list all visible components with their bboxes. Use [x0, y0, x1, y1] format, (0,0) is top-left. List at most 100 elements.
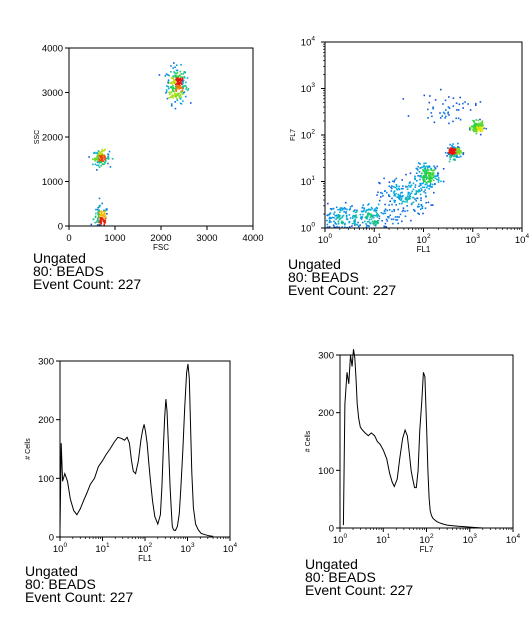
- event-dot: [442, 180, 445, 183]
- y-tick-exponent: 2: [311, 129, 315, 136]
- event-dot: [477, 125, 480, 127]
- event-dot: [97, 155, 99, 157]
- event-dot: [434, 183, 436, 185]
- event-dot: [98, 166, 101, 168]
- event-dot: [182, 85, 184, 87]
- event-dot: [419, 163, 421, 165]
- event-dot: [421, 166, 424, 168]
- event-dot: [452, 97, 455, 99]
- event-dot: [418, 205, 420, 208]
- event-dot: [419, 190, 421, 192]
- event-dot: [378, 199, 381, 202]
- event-dot: [425, 201, 427, 204]
- event-dot: [179, 85, 181, 87]
- event-dot: [412, 208, 415, 211]
- event-dot: [453, 155, 455, 158]
- event-dot: [367, 204, 369, 206]
- event-dot: [421, 176, 423, 179]
- event-dot: [456, 150, 459, 153]
- event-dot: [417, 190, 420, 192]
- event-dot: [330, 221, 332, 223]
- event-dot: [388, 194, 390, 196]
- caption-sample: 80: BEADS: [305, 569, 376, 585]
- event-dot: [400, 198, 403, 200]
- event-dot: [423, 164, 425, 167]
- event-dot: [452, 143, 454, 145]
- event-dot: [444, 117, 446, 119]
- event-dot: [401, 210, 404, 213]
- event-dot: [372, 222, 374, 225]
- event-dot: [453, 146, 455, 149]
- event-dot: [420, 167, 422, 169]
- event-dot: [178, 87, 181, 89]
- event-dot: [367, 212, 370, 214]
- event-dot: [476, 130, 479, 132]
- event-dot: [103, 161, 106, 163]
- event-dot: [479, 130, 482, 132]
- event-dot: [101, 152, 103, 155]
- event-dot: [343, 211, 346, 213]
- event-dot: [336, 225, 338, 228]
- event-dot: [415, 192, 417, 195]
- event-dot: [457, 150, 460, 152]
- event-dot: [424, 171, 427, 173]
- event-dot: [326, 219, 328, 222]
- event-dot: [405, 186, 407, 188]
- event-dot: [429, 181, 431, 183]
- event-dot: [326, 223, 329, 226]
- event-dot: [432, 107, 434, 110]
- y-tick-label: 100: [38, 474, 54, 485]
- event-dot: [99, 160, 101, 162]
- event-dot: [391, 210, 393, 213]
- event-dot: [177, 83, 179, 86]
- event-dot: [425, 174, 428, 177]
- event-dot: [428, 101, 431, 104]
- event-dot: [428, 172, 431, 175]
- event-dot: [382, 195, 384, 197]
- event-dot: [434, 177, 437, 179]
- x-tick-exponent: 1: [106, 542, 110, 549]
- event-dot: [101, 160, 104, 163]
- event-dot: [447, 147, 449, 149]
- event-dot: [479, 133, 482, 136]
- event-dot: [173, 82, 175, 84]
- event-dot: [98, 223, 101, 226]
- event-dot: [171, 77, 173, 79]
- caption-gate: Ungated: [288, 256, 341, 272]
- event-dot: [341, 222, 343, 225]
- event-dot: [424, 172, 427, 174]
- event-dot: [388, 185, 391, 188]
- event-dot: [339, 211, 341, 213]
- event-dot: [420, 175, 423, 177]
- event-dot: [184, 95, 187, 98]
- event-dot: [394, 199, 396, 202]
- event-dot: [442, 111, 445, 114]
- event-dot: [99, 217, 102, 219]
- event-dot: [402, 209, 405, 212]
- event-dot: [173, 71, 175, 73]
- event-dot: [373, 220, 376, 222]
- event-dot: [475, 104, 477, 106]
- event-dot: [104, 215, 107, 217]
- event-dot: [338, 218, 341, 221]
- event-dot: [167, 81, 169, 83]
- event-dot: [425, 172, 427, 174]
- y-tick-label: 300: [38, 357, 54, 368]
- event-dot: [173, 87, 175, 90]
- event-dot: [179, 87, 182, 89]
- event-dot: [459, 118, 462, 121]
- event-dot: [432, 172, 435, 175]
- event-dot: [95, 221, 98, 223]
- event-dot: [353, 222, 356, 224]
- event-dot: [93, 158, 96, 160]
- event-dot: [424, 183, 427, 186]
- event-dot: [339, 208, 342, 211]
- event-dot: [179, 77, 182, 80]
- event-dot: [174, 101, 176, 103]
- event-dot: [179, 70, 182, 73]
- event-dot: [479, 101, 482, 103]
- event-dot: [432, 106, 434, 108]
- event-dot: [392, 222, 394, 225]
- event-dot: [428, 177, 431, 179]
